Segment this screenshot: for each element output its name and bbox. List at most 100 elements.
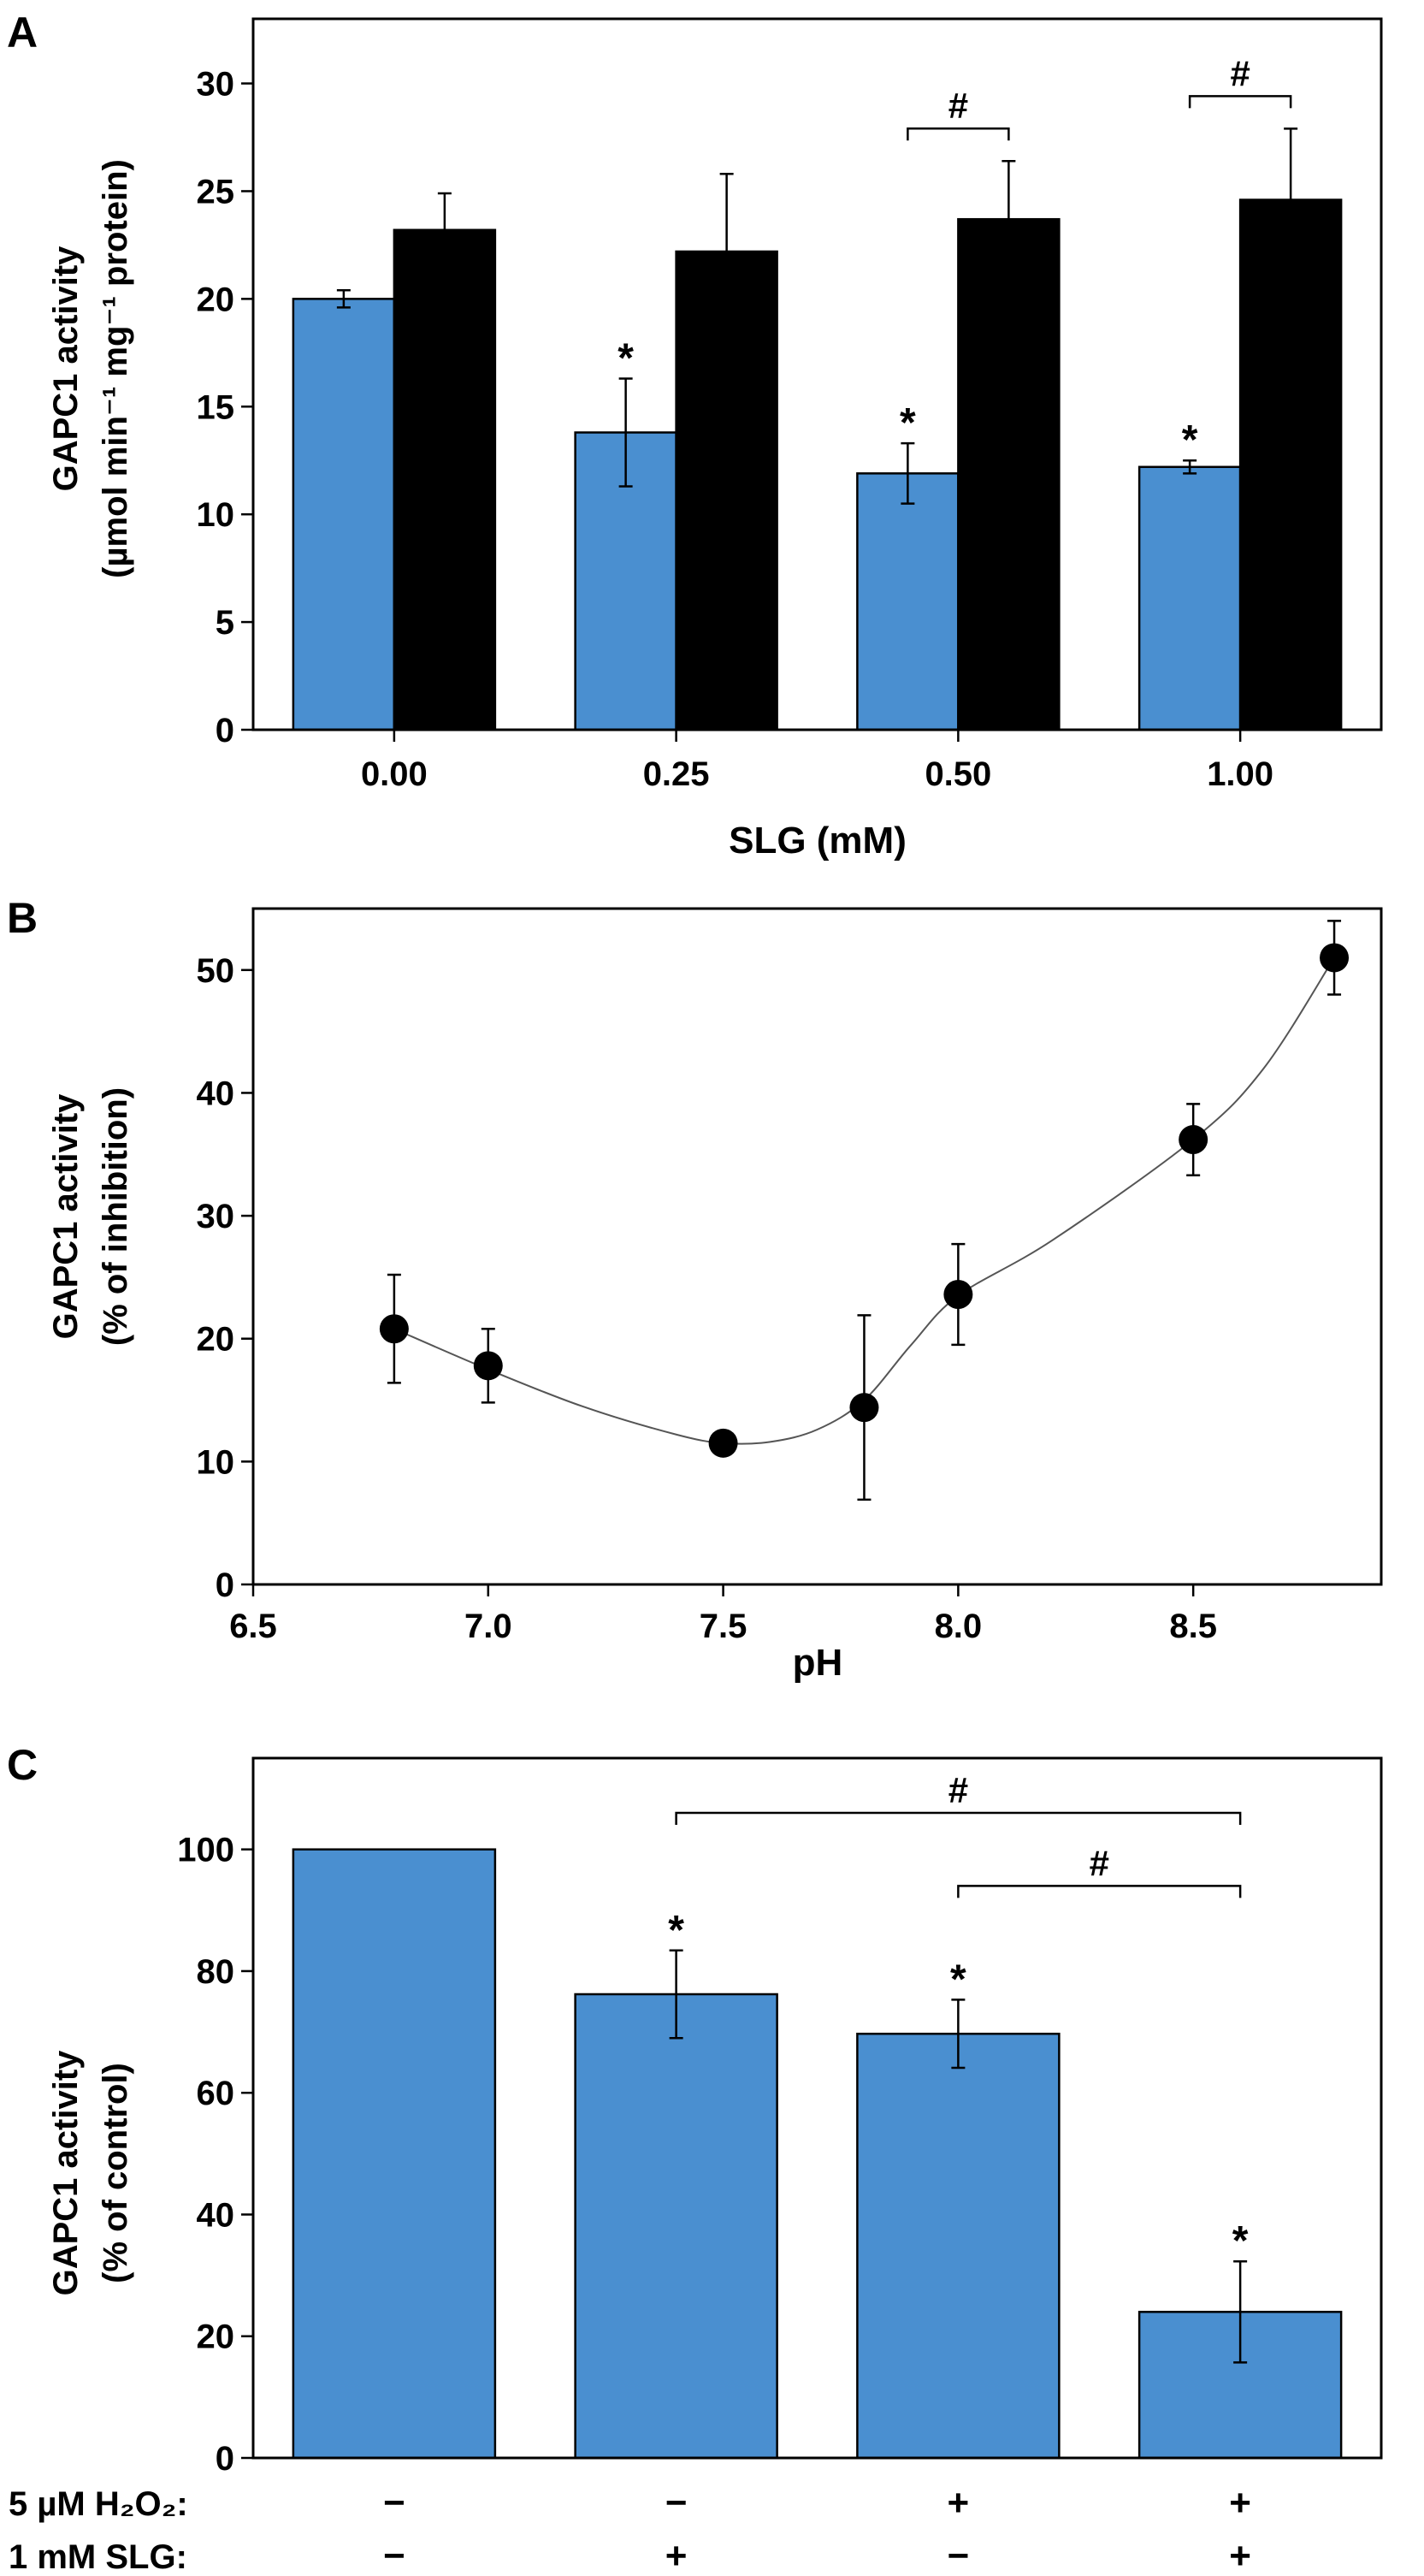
y-tick-label: 20: [197, 1321, 235, 1359]
y-tick-label: 0: [216, 1566, 234, 1604]
error-bar-black-0.00: [437, 192, 452, 268]
x-tick-label: 7.5: [700, 1608, 747, 1645]
error-bar-blue-0.50: [901, 441, 915, 505]
panel-b-ylabel: GAPC1 activity (% of inhibition): [47, 1087, 134, 1346]
condition-sign: −: [665, 2482, 688, 2524]
bar-black-0.25: [675, 250, 778, 731]
error-bar-black-0.25: [719, 173, 734, 330]
significance-asterisk: *: [668, 1908, 684, 1953]
error-bar-condition-2: [669, 1949, 683, 2040]
error-bar-black-1.00: [1284, 127, 1298, 272]
error-bar-condition-3: [951, 1999, 966, 2070]
y-tick-label: 30: [197, 66, 235, 104]
panel-a-ylabel-line1: GAPC1 activity: [47, 246, 85, 492]
condition-label: 1 mM SLG:: [9, 2538, 187, 2576]
bracket-label: #: [948, 86, 968, 126]
x-tick-label: 8.5: [1169, 1608, 1217, 1645]
panel-a-letter: A: [7, 9, 38, 56]
y-tick-label: 0: [216, 2440, 234, 2478]
panel-a-annotations: * * * # #: [617, 53, 1292, 463]
significance-bracket: #: [1188, 53, 1292, 109]
condition-sign: +: [1229, 2535, 1251, 2576]
bar-condition-1: [292, 1848, 497, 2460]
panel-b-ylabel-line1: GAPC1 activity: [47, 1093, 85, 1340]
y-tick-label: 100: [177, 1832, 234, 1869]
panel-c-ylabel: GAPC1 activity (% of control): [47, 2050, 134, 2296]
y-tick-label: 30: [197, 1198, 235, 1235]
bracket-label: #: [948, 1770, 968, 1810]
panel-a-y-axis: 0 5 10 15 20 25 30: [197, 66, 253, 749]
panel-b-x-axis: 6.5 7.0 7.5 8.0 8.5: [229, 1584, 1217, 1645]
bar-black-0.50: [957, 217, 1061, 731]
y-tick-label: 5: [216, 604, 234, 642]
error-bar-blue-0.00: [336, 289, 351, 309]
y-tick-label: 10: [197, 1443, 235, 1481]
bracket-label: #: [1090, 1843, 1109, 1883]
significance-bracket: #: [957, 1843, 1242, 1898]
panel-a: A GAPC1 activity (µmol min⁻¹ mg⁻¹ protei…: [7, 9, 1383, 862]
condition-sign: +: [665, 2535, 688, 2576]
panel-c-annotations: * * * # #: [668, 1770, 1249, 2264]
y-tick-label: 25: [197, 173, 235, 210]
condition-label: 5 µM H₂O₂:: [9, 2485, 188, 2523]
panel-a-ylabel: GAPC1 activity (µmol min⁻¹ mg⁻¹ protein): [47, 159, 134, 578]
data-point-ph-8.5: [1179, 1125, 1208, 1155]
panel-b-points: [379, 920, 1350, 1501]
bar-blue-0.50: [856, 472, 960, 731]
bracket-line: [675, 1811, 1242, 1826]
panel-b-ylabel-line2: (% of inhibition): [97, 1087, 134, 1346]
bar-blue-0.00: [292, 298, 396, 731]
bracket-line: [957, 1885, 1242, 1898]
bracket-label: #: [1230, 53, 1250, 93]
panel-a-plot-frame: [251, 17, 1383, 731]
y-tick-label: 50: [197, 952, 235, 990]
x-tick-label: 0.25: [643, 755, 710, 793]
condition-sign: −: [383, 2482, 405, 2524]
panel-c-plot-frame: [251, 1756, 1383, 2460]
panel-c-condition-table: 5 µM H₂O₂: − − + +1 mM SLG: − + − +: [9, 2482, 1251, 2576]
x-tick-label: 8.0: [935, 1608, 983, 1645]
x-tick-label: 0.50: [925, 755, 991, 793]
condition-sign: +: [1229, 2482, 1251, 2524]
significance-bracket: #: [907, 86, 1010, 141]
y-tick-label: 20: [197, 2318, 235, 2356]
significance-asterisk: *: [1232, 2218, 1249, 2264]
panel-c-bars: [292, 1848, 1343, 2460]
bar-black-1.00: [1238, 198, 1343, 731]
error-bar-condition-4: [1233, 2259, 1248, 2364]
y-tick-label: 80: [197, 1953, 235, 1991]
significance-asterisk: *: [1182, 417, 1198, 463]
panel-c-ylabel-line1: GAPC1 activity: [47, 2050, 85, 2296]
data-point-ph-7.8: [849, 1393, 879, 1423]
panel-c: C GAPC1 activity (% of control) 0 20 40 60 8…: [7, 1741, 1383, 2576]
y-tick-label: 20: [197, 281, 235, 318]
panel-b-plot-frame: [251, 907, 1383, 1586]
bar-black-0.00: [393, 228, 497, 731]
x-tick-label: 6.5: [229, 1608, 277, 1645]
panel-b-letter: B: [7, 894, 38, 942]
panel-a-ylabel-line2: (µmol min⁻¹ mg⁻¹ protein): [97, 159, 134, 578]
x-tick-label: 7.0: [464, 1608, 512, 1645]
error-bar-black-0.50: [1002, 159, 1016, 279]
panel-a-bars: [292, 127, 1343, 731]
data-point-ph-6.8: [379, 1314, 409, 1344]
y-tick-label: 60: [197, 2075, 235, 2112]
panel-b: B GAPC1 activity (% of inhibition) 0 10 20…: [7, 894, 1383, 1684]
data-point-ph-7: [473, 1351, 503, 1381]
x-tick-label: 0.00: [361, 755, 428, 793]
x-tick-label: 1.00: [1207, 755, 1273, 793]
panel-c-y-axis: 0 20 40 60 80 100: [177, 1832, 253, 2478]
condition-sign: −: [383, 2535, 405, 2576]
y-tick-label: 15: [197, 388, 235, 426]
panel-a-x-tick-labels: 0.00 0.25 0.50 1.00: [361, 730, 1273, 793]
error-bar-blue-0.25: [618, 377, 633, 488]
y-tick-label: 40: [197, 1075, 235, 1112]
data-point-ph-8.8: [1320, 943, 1350, 973]
error-bar-blue-1.00: [1183, 459, 1197, 475]
y-tick-label: 0: [216, 712, 234, 749]
panel-b-xlabel: pH: [793, 1642, 843, 1684]
condition-sign: −: [948, 2535, 970, 2576]
panel-a-xlabel: SLG (mM): [729, 820, 907, 862]
significance-bracket: #: [675, 1770, 1242, 1826]
